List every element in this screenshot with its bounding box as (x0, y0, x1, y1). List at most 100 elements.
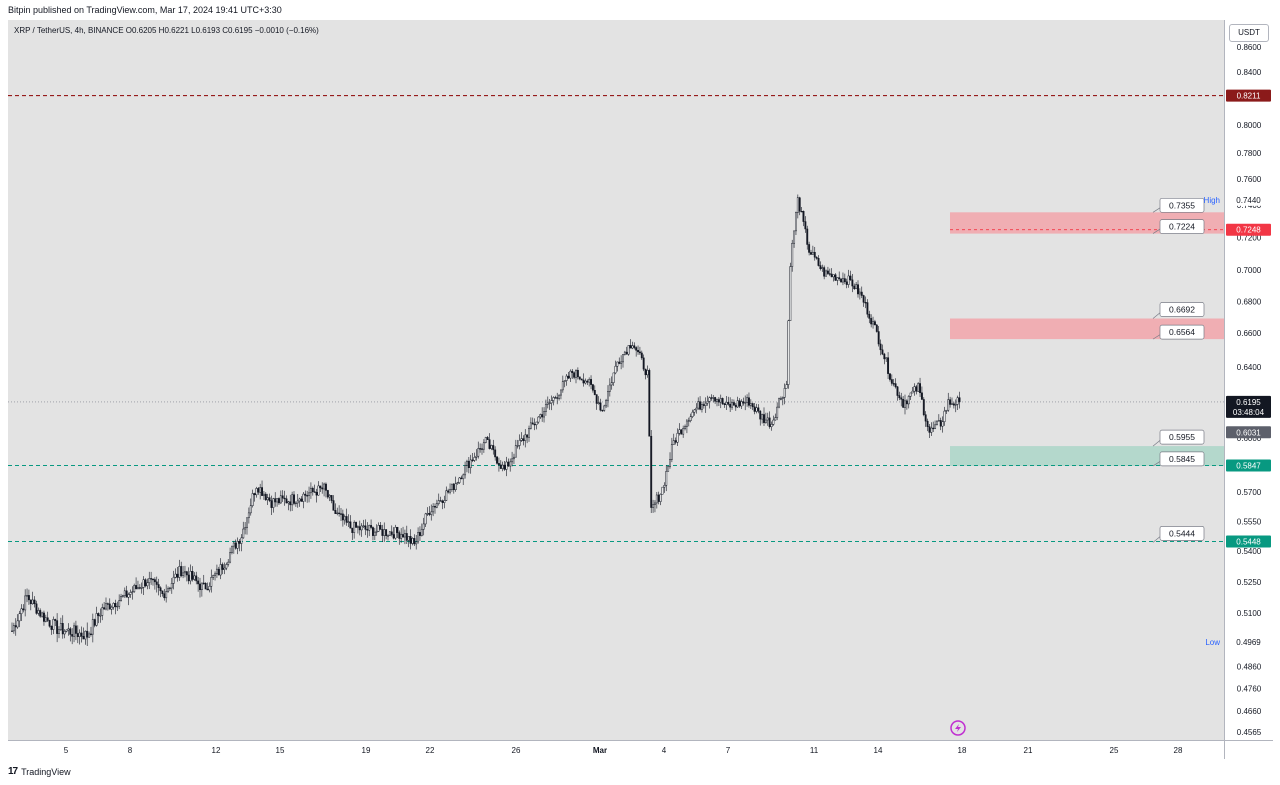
candle[interactable] (362, 519, 365, 528)
candle[interactable] (858, 288, 861, 300)
candle[interactable] (460, 475, 463, 480)
candle[interactable] (590, 375, 592, 390)
candle[interactable] (885, 357, 888, 363)
candle[interactable] (492, 439, 495, 455)
candle[interactable] (385, 529, 388, 540)
candle[interactable] (481, 443, 483, 455)
candle[interactable] (146, 578, 149, 590)
candle[interactable] (65, 629, 68, 633)
candle[interactable] (59, 617, 62, 632)
candle[interactable] (428, 506, 431, 517)
candle[interactable] (298, 497, 301, 507)
candle[interactable] (353, 520, 356, 539)
candle[interactable] (69, 627, 72, 642)
candle[interactable] (112, 602, 115, 610)
candle[interactable] (452, 483, 455, 494)
candle[interactable] (394, 524, 397, 540)
candle[interactable] (180, 561, 183, 578)
candle[interactable] (954, 399, 957, 413)
candle[interactable] (670, 437, 673, 463)
candle[interactable] (202, 574, 205, 585)
candle[interactable] (379, 522, 382, 530)
candle[interactable] (702, 401, 705, 409)
price-tag-0.6031[interactable]: 0.6031 (1226, 426, 1271, 439)
candle[interactable] (909, 392, 912, 400)
candle[interactable] (821, 264, 824, 272)
candle[interactable] (88, 631, 91, 638)
candle[interactable] (18, 610, 21, 628)
candle[interactable] (496, 455, 498, 465)
candle[interactable] (958, 391, 961, 409)
candle[interactable] (93, 618, 96, 628)
candle[interactable] (779, 396, 782, 401)
candle[interactable] (246, 517, 248, 535)
candle[interactable] (635, 346, 638, 357)
candle[interactable] (622, 354, 624, 368)
currency-button[interactable]: USDT (1229, 24, 1269, 42)
candle[interactable] (817, 255, 820, 267)
candle[interactable] (118, 594, 121, 610)
candle[interactable] (819, 261, 822, 271)
candle[interactable] (723, 402, 726, 408)
candle[interactable] (464, 461, 467, 479)
candle[interactable] (911, 387, 914, 394)
candle[interactable] (889, 373, 891, 382)
candle[interactable] (708, 396, 711, 409)
candle[interactable] (129, 589, 132, 598)
candle[interactable] (607, 385, 609, 408)
candle[interactable] (851, 273, 854, 293)
candle[interactable] (257, 487, 260, 495)
candle[interactable] (287, 500, 290, 511)
candle[interactable] (781, 396, 784, 406)
candle[interactable] (610, 376, 613, 390)
candle[interactable] (873, 319, 876, 326)
candle[interactable] (133, 583, 136, 593)
candle[interactable] (738, 398, 741, 408)
candle[interactable] (663, 482, 666, 493)
candle[interactable] (785, 380, 788, 389)
candle[interactable] (522, 435, 525, 446)
candle[interactable] (443, 495, 446, 509)
candle[interactable] (887, 352, 890, 379)
candle[interactable] (227, 559, 230, 567)
candle[interactable] (189, 564, 192, 585)
candle[interactable] (701, 401, 703, 413)
candle[interactable] (108, 598, 111, 610)
candle[interactable] (898, 391, 901, 401)
candle[interactable] (826, 266, 829, 276)
candle[interactable] (261, 480, 263, 496)
candle[interactable] (56, 613, 59, 643)
candle[interactable] (71, 628, 74, 645)
candle[interactable] (879, 339, 882, 356)
candle[interactable] (349, 515, 352, 529)
candle[interactable] (242, 521, 245, 539)
candle[interactable] (565, 373, 568, 386)
candle[interactable] (484, 436, 487, 444)
candle[interactable] (434, 503, 436, 514)
candle[interactable] (437, 493, 440, 506)
candle[interactable] (471, 452, 474, 463)
candle[interactable] (41, 611, 44, 618)
candle[interactable] (528, 425, 530, 442)
candle[interactable] (370, 519, 373, 530)
candle[interactable] (501, 461, 504, 472)
candle[interactable] (552, 396, 555, 406)
candle[interactable] (603, 404, 606, 412)
candle[interactable] (276, 498, 279, 507)
price-callout[interactable]: 0.6564 (1152, 324, 1205, 340)
candle[interactable] (503, 460, 506, 471)
candle[interactable] (727, 396, 730, 406)
candle[interactable] (445, 486, 448, 501)
candle[interactable] (661, 486, 664, 495)
resistance-zone-0[interactable] (950, 212, 1224, 234)
candle[interactable] (355, 521, 357, 528)
candle[interactable] (930, 422, 933, 437)
candle[interactable] (768, 411, 771, 429)
candle[interactable] (554, 395, 557, 399)
candle[interactable] (22, 604, 25, 613)
candle[interactable] (80, 626, 83, 643)
candle[interactable] (426, 507, 429, 517)
candle[interactable] (926, 418, 929, 432)
candle[interactable] (687, 417, 690, 427)
price-tag-0.5448[interactable]: 0.5448 (1226, 535, 1271, 548)
